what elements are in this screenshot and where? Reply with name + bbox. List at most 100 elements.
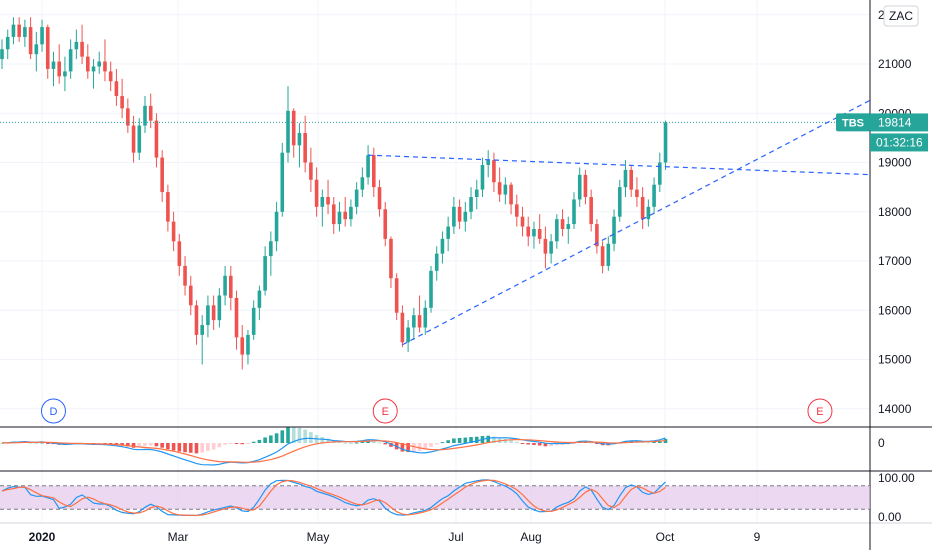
- candle-body[interactable]: [372, 155, 376, 188]
- stochastic-d-line[interactable]: [1, 479, 666, 517]
- candle-body[interactable]: [480, 164, 485, 190]
- candle-body[interactable]: [337, 211, 342, 225]
- candle-body[interactable]: [269, 241, 273, 257]
- candle-body[interactable]: [171, 221, 176, 242]
- support-trendline[interactable]: [402, 99, 871, 346]
- candle-body[interactable]: [354, 189, 359, 207]
- candle-body[interactable]: [211, 305, 216, 321]
- resistance-trendline[interactable]: [368, 154, 871, 176]
- candle-body[interactable]: [166, 192, 170, 222]
- candle-body[interactable]: [595, 224, 599, 247]
- candle-body[interactable]: [251, 307, 256, 335]
- candle-body[interactable]: [160, 157, 164, 193]
- macd-pane[interactable]: [0, 427, 668, 466]
- candle-body[interactable]: [549, 241, 553, 254]
- candle-body[interactable]: [412, 315, 416, 328]
- candle-body[interactable]: [474, 189, 479, 197]
- candle-body[interactable]: [326, 196, 330, 205]
- candle-body[interactable]: [389, 238, 393, 279]
- candle-body[interactable]: [126, 108, 130, 126]
- candle-body[interactable]: [497, 182, 502, 195]
- candle-body[interactable]: [137, 125, 142, 153]
- candle-body[interactable]: [515, 204, 519, 217]
- candle-body[interactable]: [97, 61, 102, 67]
- candle-body[interactable]: [343, 211, 347, 220]
- candle-body[interactable]: [463, 211, 468, 222]
- candle-body[interactable]: [652, 184, 656, 207]
- candle-body[interactable]: [446, 226, 450, 239]
- event-marker-1[interactable]: [372, 398, 398, 424]
- candle-body[interactable]: [188, 285, 193, 306]
- candle-body[interactable]: [234, 297, 239, 338]
- candle-body[interactable]: [194, 305, 199, 335]
- candle-body[interactable]: [577, 174, 582, 200]
- candle-body[interactable]: [229, 275, 233, 298]
- candle-body[interactable]: [57, 61, 61, 77]
- candle-body[interactable]: [34, 44, 39, 55]
- candle-body[interactable]: [148, 105, 153, 121]
- candle-body[interactable]: [543, 238, 548, 254]
- price-axis[interactable]: 1400015000160001700018000190002000021000…: [878, 5, 919, 524]
- candle-body[interactable]: [314, 179, 319, 207]
- candle-body[interactable]: [377, 187, 382, 210]
- candle-body[interactable]: [360, 177, 365, 190]
- candle-body[interactable]: [286, 110, 290, 153]
- candle-body[interactable]: [623, 169, 628, 188]
- candle-body[interactable]: [320, 196, 325, 207]
- candle-body[interactable]: [80, 41, 84, 57]
- candle-body[interactable]: [303, 132, 307, 163]
- candle-body[interactable]: [297, 132, 302, 146]
- candle-body[interactable]: [114, 81, 119, 97]
- candle-body[interactable]: [417, 315, 422, 328]
- candle-body[interactable]: [606, 243, 611, 266]
- candle-body[interactable]: [103, 61, 107, 72]
- candle-body[interactable]: [120, 96, 124, 109]
- candle-body[interactable]: [206, 305, 210, 326]
- candle-body[interactable]: [612, 216, 616, 244]
- candle-body[interactable]: [28, 27, 33, 55]
- candle-body[interactable]: [183, 265, 187, 286]
- candle-body[interactable]: [223, 275, 227, 296]
- macd-signal-line[interactable]: [1, 438, 666, 463]
- candle-body[interactable]: [658, 162, 662, 185]
- candle-body[interactable]: [280, 152, 285, 212]
- candle-body[interactable]: [583, 174, 588, 197]
- candle-body[interactable]: [509, 184, 513, 205]
- candle-body[interactable]: [349, 206, 353, 220]
- candle-body[interactable]: [17, 24, 21, 37]
- event-marker-2[interactable]: [807, 398, 833, 424]
- candle-body[interactable]: [629, 169, 633, 190]
- candle-body[interactable]: [11, 24, 16, 37]
- candle-body[interactable]: [0, 49, 4, 60]
- candle-body[interactable]: [555, 219, 559, 242]
- candle-body[interactable]: [91, 66, 96, 72]
- candle-body[interactable]: [537, 229, 542, 239]
- candle-body[interactable]: [177, 241, 182, 266]
- candle-body[interactable]: [600, 246, 605, 266]
- candle-body[interactable]: [63, 71, 67, 77]
- candle-body[interactable]: [246, 334, 250, 355]
- candle-body[interactable]: [640, 196, 645, 220]
- candle-body[interactable]: [486, 160, 490, 165]
- candle-body[interactable]: [532, 229, 536, 237]
- candle-body[interactable]: [440, 238, 445, 254]
- candle-body[interactable]: [566, 224, 571, 230]
- candle-body[interactable]: [452, 206, 456, 227]
- candle-body[interactable]: [291, 110, 296, 146]
- candle-body[interactable]: [423, 307, 428, 328]
- candle-body[interactable]: [663, 122, 668, 163]
- candle-body[interactable]: [366, 155, 370, 178]
- candle-body[interactable]: [108, 71, 113, 82]
- candle-body[interactable]: [457, 206, 462, 222]
- candle-body[interactable]: [23, 27, 27, 37]
- candle-body[interactable]: [263, 256, 267, 291]
- stochastic-k-line[interactable]: [1, 479, 666, 517]
- stochastic-pane[interactable]: [1, 479, 666, 517]
- candles[interactable]: [0, 17, 870, 370]
- candle-body[interactable]: [257, 290, 262, 308]
- candle-body[interactable]: [469, 196, 473, 212]
- candle-body[interactable]: [331, 204, 336, 225]
